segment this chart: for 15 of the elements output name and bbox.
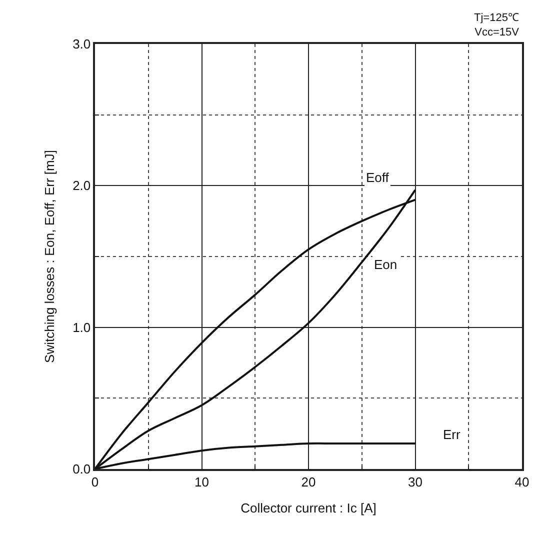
x-tick-label: 20 <box>301 474 316 490</box>
y-tick-label: 1.0 <box>72 320 91 335</box>
x-axis-title: Collector current : Ic [A] <box>240 500 376 516</box>
y-tick-label: 0.0 <box>72 462 91 477</box>
x-tick-label: 30 <box>408 474 422 490</box>
series-label: Eon <box>374 257 398 272</box>
x-tick-label: 0 <box>91 474 99 490</box>
series-label: Eoff <box>366 170 390 185</box>
x-tick-label: 10 <box>194 474 209 490</box>
y-tick-label: 2.0 <box>72 178 91 194</box>
text: Err <box>443 427 461 442</box>
x-tick-label: 40 <box>514 474 530 490</box>
text: Tj=125℃ Vcc=15V <box>474 12 520 38</box>
y-tick-label: 3.0 <box>72 36 91 52</box>
y-axis-title: Switching losses : Eon, Eoff, Err [mJ] <box>42 150 58 363</box>
